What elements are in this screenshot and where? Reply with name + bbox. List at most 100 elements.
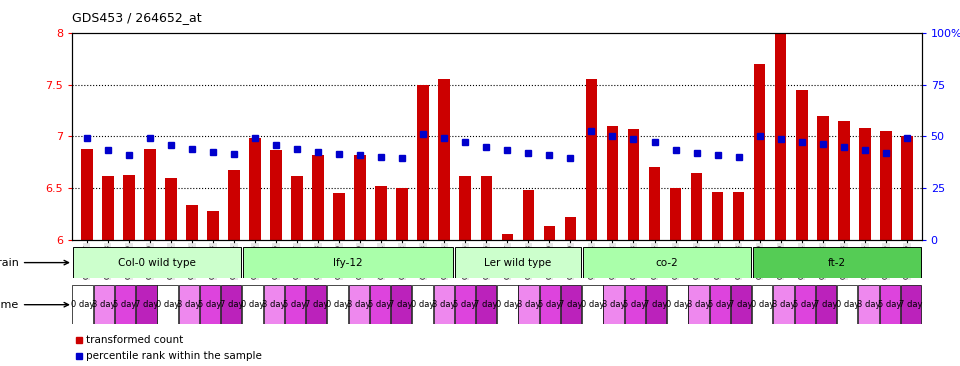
Bar (207, 211, 219, 240)
Bar (795, 285, 815, 324)
Text: 3 day: 3 day (262, 300, 285, 309)
Bar (250, 138, 261, 240)
Text: 5 day: 5 day (453, 300, 476, 309)
Bar (901, 137, 913, 240)
Bar (434, 285, 454, 324)
Bar (418, 85, 429, 240)
Text: strain: strain (0, 258, 68, 268)
Bar (348, 285, 369, 324)
Bar (501, 234, 513, 240)
Text: 3 day: 3 day (602, 300, 625, 309)
Bar (327, 285, 348, 324)
Text: 7 day: 7 day (814, 300, 838, 309)
Bar (796, 90, 807, 240)
Bar (753, 247, 921, 278)
Text: 7 day: 7 day (304, 300, 328, 309)
Bar (396, 188, 408, 240)
Bar (879, 285, 900, 324)
Bar (73, 247, 241, 278)
Bar (837, 285, 857, 324)
Bar (900, 285, 922, 324)
Bar (667, 285, 687, 324)
Text: 7 day: 7 day (220, 300, 243, 309)
Text: 0 day: 0 day (495, 300, 519, 309)
Bar (455, 285, 475, 324)
Bar (94, 285, 114, 324)
Text: 3 day: 3 day (432, 300, 455, 309)
Text: 0 day: 0 day (71, 300, 94, 309)
Bar (775, 33, 786, 240)
Text: 5 day: 5 day (199, 300, 222, 309)
Text: 5 day: 5 day (708, 300, 732, 309)
Text: 3 day: 3 day (347, 300, 371, 309)
Bar (543, 226, 555, 240)
Bar (754, 64, 765, 240)
Bar (691, 172, 703, 240)
Text: 0 day: 0 day (156, 300, 180, 309)
Text: 3 day: 3 day (92, 300, 115, 309)
Text: Col-0 wild type: Col-0 wild type (118, 258, 196, 268)
Text: percentile rank within the sample: percentile rank within the sample (86, 351, 262, 361)
Text: 7 day: 7 day (560, 300, 583, 309)
Bar (186, 205, 198, 240)
Bar (670, 188, 682, 240)
Text: 0 day: 0 day (751, 300, 774, 309)
Bar (354, 155, 366, 240)
Bar (497, 285, 517, 324)
Bar (646, 285, 666, 324)
Text: 7 day: 7 day (390, 300, 413, 309)
Bar (688, 285, 708, 324)
Bar (561, 285, 582, 324)
Bar (333, 193, 345, 240)
Bar (607, 126, 618, 240)
Bar (270, 150, 282, 240)
Bar (518, 285, 539, 324)
Text: 7 day: 7 day (730, 300, 753, 309)
Bar (582, 285, 603, 324)
Bar (752, 285, 773, 324)
Bar (816, 285, 836, 324)
Bar (522, 190, 534, 240)
Bar (136, 285, 156, 324)
Bar (165, 178, 177, 240)
Bar (291, 176, 302, 240)
Bar (564, 217, 576, 240)
Bar (228, 171, 240, 240)
Bar (625, 285, 645, 324)
Text: 5 day: 5 day (369, 300, 392, 309)
Bar (455, 247, 581, 278)
Bar (221, 285, 242, 324)
Text: 5 day: 5 day (113, 300, 136, 309)
Bar (391, 285, 412, 324)
Text: 5 day: 5 day (623, 300, 646, 309)
Bar (285, 285, 305, 324)
Bar (604, 285, 624, 324)
Text: 7 day: 7 day (474, 300, 498, 309)
Bar (859, 128, 871, 240)
Text: lfy-12: lfy-12 (333, 258, 363, 268)
Bar (476, 285, 496, 324)
Text: 3 day: 3 day (772, 300, 795, 309)
Text: transformed count: transformed count (86, 335, 183, 345)
Text: 0 day: 0 day (665, 300, 689, 309)
Text: 0 day: 0 day (411, 300, 434, 309)
Bar (628, 129, 639, 240)
Bar (817, 116, 828, 240)
Bar (858, 285, 878, 324)
Bar (72, 285, 93, 324)
Bar (731, 285, 752, 324)
Text: time: time (0, 300, 68, 310)
Bar (774, 285, 794, 324)
Text: 5 day: 5 day (539, 300, 562, 309)
Bar (157, 285, 178, 324)
Bar (102, 176, 113, 240)
Bar (460, 176, 471, 240)
Text: co-2: co-2 (656, 258, 678, 268)
Text: 0 day: 0 day (325, 300, 349, 309)
Bar (586, 79, 597, 240)
Bar (481, 176, 492, 240)
Bar (123, 175, 134, 240)
Bar (412, 285, 433, 324)
Bar (370, 285, 390, 324)
Bar (144, 149, 156, 240)
